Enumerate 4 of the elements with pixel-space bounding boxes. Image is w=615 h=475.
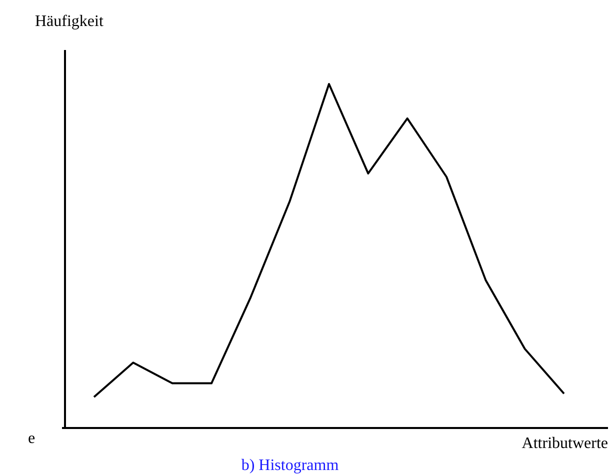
text: e — [28, 430, 36, 447]
y-axis-title: Häufigkeit — [35, 13, 104, 30]
text: b) Histogramm — [241, 457, 340, 474]
x-axis-title: Attributwerte — [522, 435, 608, 452]
